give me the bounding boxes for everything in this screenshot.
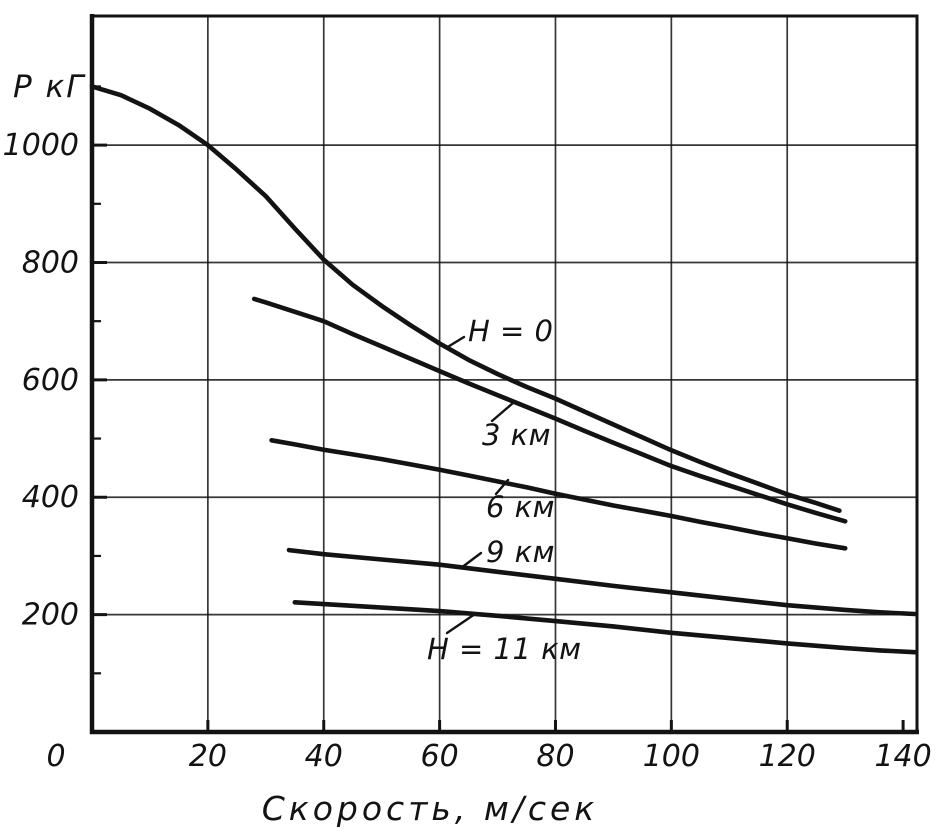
curve-h3km	[251, 296, 848, 524]
plot-border	[89, 14, 919, 735]
y-tick-label: 1000	[3, 128, 79, 163]
annotation-leader-line	[494, 478, 510, 496]
x-tick-label: 40	[305, 739, 343, 774]
y-tick-label: 200	[22, 598, 79, 633]
curve-annotation-label: 6 км	[486, 490, 555, 524]
x-tick-label: 100	[643, 739, 700, 774]
curve-annotation-label: 9 км	[486, 535, 555, 569]
curve-annotation-label: H = 11 км	[427, 632, 582, 666]
annotation-leader-line	[459, 551, 483, 570]
x-tick-label: 140	[874, 739, 931, 774]
y-tick-label: 400	[22, 480, 79, 515]
curve-h0km	[89, 84, 842, 513]
x-tick-label: 120	[759, 739, 816, 774]
curve-annotations: H = 0 3 км 6 км 9 км H = 11 км	[427, 314, 582, 666]
curve-annotation-label: H = 0	[468, 314, 554, 348]
tick-labels: 0 20 40 60 80 100 120 140 200 400 600 800 1000	[3, 128, 932, 774]
annotation-leader-line	[444, 335, 466, 350]
x-axis-title: Скорость, м/сек	[262, 789, 599, 828]
y-tick-label: 600	[22, 363, 79, 398]
curve-h9km	[286, 547, 917, 617]
annotation-leader-line	[445, 612, 477, 635]
curve-h6km	[269, 438, 848, 551]
annotation-leader-line	[490, 401, 515, 423]
curve-annotation-label: 3 км	[482, 418, 551, 452]
x-tick-label: 80	[536, 739, 574, 774]
y-axis-title: Р кГ	[13, 69, 86, 105]
plot-frame	[90, 14, 919, 734]
curves	[89, 84, 917, 655]
grid-lines	[92, 16, 917, 732]
curve-h11km	[292, 600, 917, 655]
x-tick-label: 60	[421, 739, 459, 774]
x-tick-label: 20	[189, 739, 227, 774]
y-tick-label: 800	[22, 245, 79, 280]
origin-tick-label: 0	[46, 739, 65, 774]
